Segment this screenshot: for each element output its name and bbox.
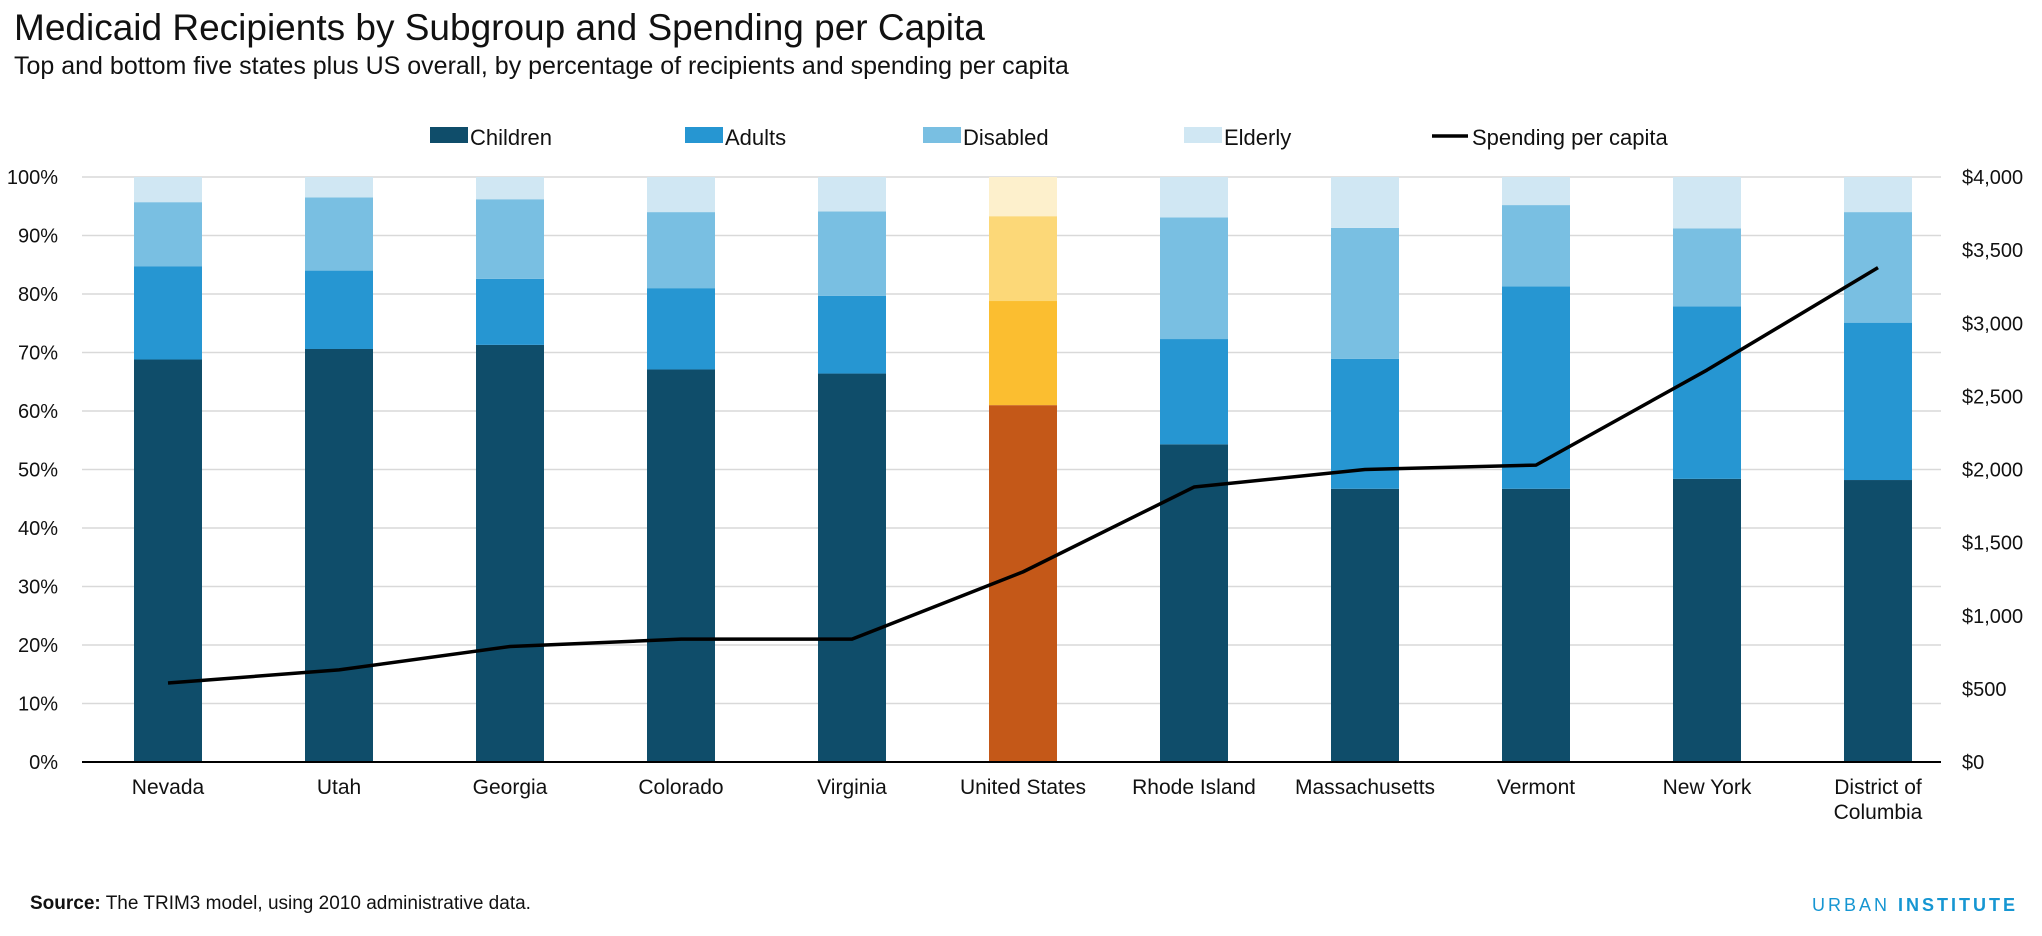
y-right-tick-label: $1,500	[1962, 533, 2023, 555]
brand-part-institute: INSTITUTE	[1898, 895, 2018, 915]
bar-elderly	[476, 177, 544, 200]
source-text: The TRIM3 model, using 2010 administrati…	[105, 893, 531, 914]
bar-adults-us	[989, 301, 1057, 406]
y-left-tick-label: 50%	[18, 460, 58, 482]
bar-elderly	[305, 177, 373, 198]
bar-adults	[1160, 339, 1228, 445]
legend-label: Elderly	[1224, 125, 1291, 150]
x-tick-label: Georgia	[473, 776, 548, 799]
bar-disabled	[476, 199, 544, 279]
legend-label: Children	[470, 125, 552, 150]
bar-adults	[818, 295, 886, 374]
x-tick-label: Utah	[317, 776, 361, 799]
legend-swatch	[1184, 127, 1222, 143]
x-tick-label: New York	[1663, 776, 1752, 799]
bar-elderly	[1844, 177, 1912, 213]
bar-elderly	[1160, 177, 1228, 218]
bar-disabled	[1160, 217, 1228, 340]
bar-disabled	[1844, 212, 1912, 323]
x-tick-label: Massachusetts	[1295, 776, 1435, 799]
y-right-tick-label: $1,000	[1962, 606, 2023, 628]
chart-title: Medicaid Recipients by Subgroup and Spen…	[14, 7, 985, 48]
bar-disabled	[305, 197, 373, 271]
bar-disabled	[134, 202, 202, 267]
bar-elderly	[134, 177, 202, 203]
x-tick-label: United States	[960, 776, 1086, 799]
legend-label: Disabled	[963, 125, 1049, 150]
brand-part-urban: URBAN	[1811, 895, 1890, 915]
urban-institute-logo: URBAN INSTITUTE	[1812, 894, 2018, 916]
y-left-tick-label: 40%	[18, 518, 58, 540]
bar-disabled-us	[989, 216, 1057, 302]
bar-adults	[1502, 286, 1570, 489]
bar-adults	[476, 278, 544, 345]
x-tick-label: Columbia	[1834, 801, 1923, 824]
y-right-tick-label: $2,500	[1962, 386, 2023, 408]
bar-disabled	[818, 211, 886, 296]
bar-adults	[305, 270, 373, 349]
bar-disabled	[1502, 205, 1570, 287]
bar-adults	[647, 288, 715, 370]
y-right-tick-label: $500	[1962, 679, 2007, 701]
legend-label: Adults	[725, 125, 786, 150]
bar-children	[305, 348, 373, 762]
y-left-tick-label: 70%	[18, 343, 58, 365]
y-right-tick-label: $0	[1962, 752, 1984, 774]
y-right-tick-label: $2,000	[1962, 460, 2023, 482]
bar-disabled	[1673, 228, 1741, 307]
bar-disabled	[1331, 227, 1399, 359]
x-tick-label: Colorado	[638, 776, 723, 799]
source-label: Source:	[30, 893, 101, 914]
y-right-tick-label: $4,000	[1962, 167, 2023, 189]
bar-children-us	[989, 405, 1057, 762]
bar-elderly-us	[989, 177, 1057, 217]
y-left-tick-label: 10%	[18, 694, 58, 716]
bar-children	[1502, 488, 1570, 762]
bar-children	[476, 344, 544, 762]
bar-adults	[134, 266, 202, 360]
x-tick-label: Nevada	[132, 776, 205, 799]
bar-elderly	[818, 177, 886, 212]
bar-children	[1673, 478, 1741, 762]
bar-elderly	[1673, 177, 1741, 229]
bar-children	[1844, 480, 1912, 762]
legend-swatch	[685, 127, 723, 143]
y-right-tick-label: $3,500	[1962, 240, 2023, 262]
source-note: Source: The TRIM3 model, using 2010 admi…	[30, 892, 531, 916]
bar-children	[134, 359, 202, 762]
y-left-tick-label: 20%	[18, 635, 58, 657]
bar-adults	[1844, 322, 1912, 481]
bar-children	[1331, 488, 1399, 762]
y-left-tick-label: 0%	[29, 752, 58, 774]
x-tick-label: Vermont	[1497, 776, 1575, 799]
chart-subtitle: Top and bottom five states plus US overa…	[14, 52, 1069, 80]
x-tick-label: Virginia	[817, 776, 887, 799]
y-left-tick-label: 80%	[18, 284, 58, 306]
y-right-tick-label: $3,000	[1962, 313, 2023, 335]
y-left-tick-label: 30%	[18, 577, 58, 599]
legend-swatch	[923, 127, 961, 143]
bar-children	[1160, 444, 1228, 762]
legend-label: Spending per capita	[1472, 125, 1668, 150]
y-left-tick-label: 90%	[18, 226, 58, 248]
bar-adults	[1331, 358, 1399, 489]
bar-elderly	[1331, 177, 1399, 228]
bar-children	[647, 369, 715, 762]
x-tick-label: Rhode Island	[1132, 776, 1256, 799]
legend-swatch	[430, 127, 468, 143]
bar-children	[818, 373, 886, 762]
x-tick-label: District of	[1834, 776, 1922, 799]
bar-disabled	[647, 212, 715, 289]
spending-line	[167, 266, 1879, 685]
y-left-tick-label: 100%	[7, 167, 58, 189]
bar-elderly	[1502, 177, 1570, 206]
bar-elderly	[647, 177, 715, 213]
bar-adults	[1673, 306, 1741, 479]
y-left-tick-label: 60%	[18, 401, 58, 423]
